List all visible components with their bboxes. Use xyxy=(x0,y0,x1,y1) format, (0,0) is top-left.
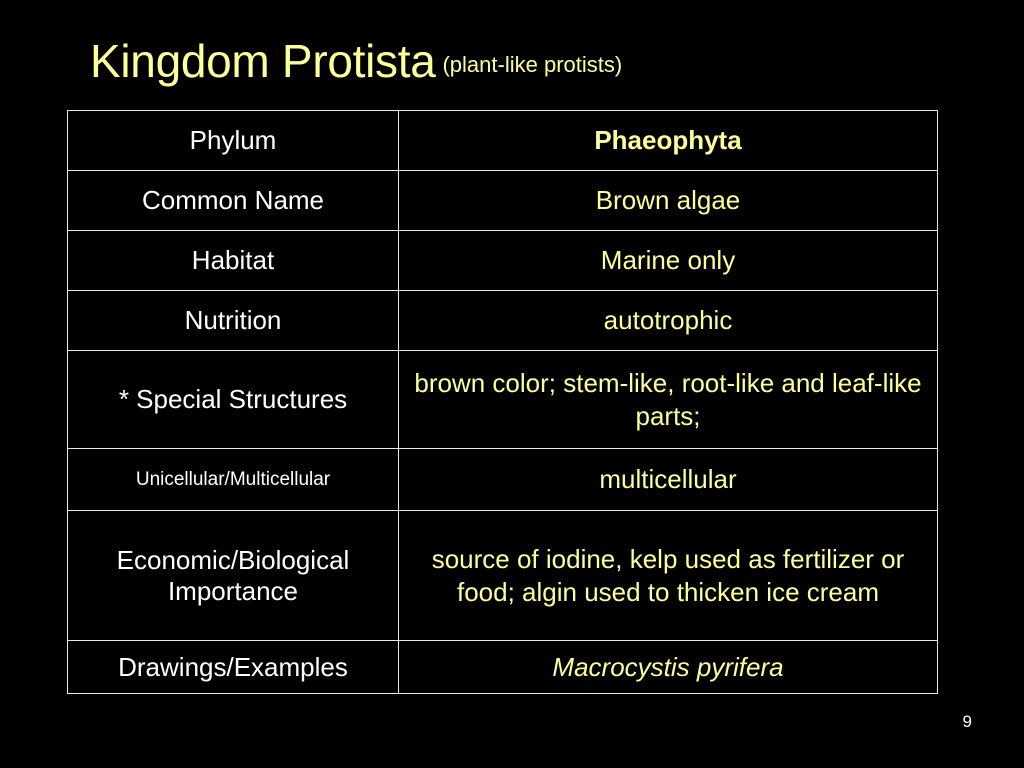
table-row: Nutrition autotrophic xyxy=(67,290,938,351)
page-number: 9 xyxy=(962,712,972,731)
row-label-nutrition: Nutrition xyxy=(67,290,399,351)
table-row: Phylum Phaeophyta xyxy=(67,110,938,171)
row-label-special-structures: * Special Structures xyxy=(67,350,399,449)
table-row: Unicellular/Multicellular multicellular xyxy=(67,448,938,511)
row-label-common-name: Common Name xyxy=(67,170,399,231)
table-row: Common Name Brown algae xyxy=(67,170,938,231)
table-row: Economic/Biological Importance source of… xyxy=(67,510,938,641)
row-label-importance: Economic/Biological Importance xyxy=(67,510,399,641)
row-value-special-structures: brown color; stem-like, root-like and le… xyxy=(398,350,938,449)
row-value-phylum: Phaeophyta xyxy=(398,110,938,171)
protista-characteristics-table: Phylum Phaeophyta Common Name Brown alga… xyxy=(67,110,938,694)
page-title: Kingdom Protista (plant-like protists) xyxy=(90,36,970,86)
row-label-habitat: Habitat xyxy=(67,230,399,291)
row-value-importance: source of iodine, kelp used as fertilize… xyxy=(398,510,938,641)
title-main-text: Kingdom Protista xyxy=(90,35,436,87)
row-label-phylum: Phylum xyxy=(67,110,399,171)
table-row: * Special Structures brown color; stem-l… xyxy=(67,350,938,449)
row-value-habitat: Marine only xyxy=(398,230,938,291)
title-subtitle-text: (plant-like protists) xyxy=(442,52,623,77)
row-value-drawings-examples: Macrocystis pyrifera xyxy=(398,640,938,694)
row-value-nutrition: autotrophic xyxy=(398,290,938,351)
row-value-common-name: Brown algae xyxy=(398,170,938,231)
row-value-cellularity: multicellular xyxy=(398,448,938,511)
row-label-cellularity: Unicellular/Multicellular xyxy=(67,448,399,511)
table-row: Habitat Marine only xyxy=(67,230,938,291)
table-row: Drawings/Examples Macrocystis pyrifera xyxy=(67,640,938,694)
row-label-drawings-examples: Drawings/Examples xyxy=(67,640,399,694)
